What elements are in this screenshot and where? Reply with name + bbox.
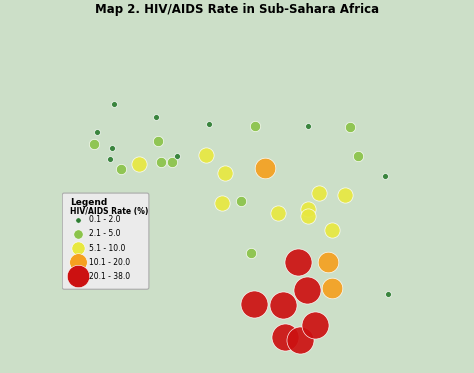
Point: [342, 192, 349, 198]
Point: [354, 153, 362, 159]
Point: [157, 159, 165, 165]
Point: [251, 123, 258, 129]
Point: [168, 159, 175, 165]
Point: [281, 334, 289, 340]
Text: 10.1 - 20.0: 10.1 - 20.0: [89, 258, 130, 267]
Point: [384, 291, 392, 297]
Point: [173, 153, 181, 159]
Point: [110, 101, 118, 107]
Point: [381, 173, 389, 179]
Point: [154, 138, 162, 144]
Point: [118, 166, 125, 172]
Point: [296, 337, 303, 343]
Point: [74, 273, 82, 279]
Point: [74, 231, 82, 237]
Point: [328, 227, 336, 233]
Point: [250, 301, 257, 307]
Text: HIV/AIDS Rate (%): HIV/AIDS Rate (%): [70, 207, 148, 216]
Point: [221, 170, 228, 176]
Point: [74, 245, 82, 251]
Point: [311, 322, 319, 328]
Point: [247, 250, 255, 256]
Point: [346, 124, 354, 130]
Point: [74, 259, 82, 265]
Point: [304, 213, 311, 219]
Point: [205, 121, 212, 127]
Point: [274, 210, 282, 216]
Title: Map 2. HIV/AIDS Rate in Sub-Sahara Africa: Map 2. HIV/AIDS Rate in Sub-Sahara Afric…: [95, 3, 379, 16]
Text: 5.1 - 10.0: 5.1 - 10.0: [89, 244, 125, 253]
Point: [136, 161, 143, 167]
Point: [261, 166, 269, 172]
Point: [316, 190, 323, 196]
Point: [328, 285, 336, 291]
Point: [153, 114, 160, 120]
Point: [303, 287, 311, 293]
Point: [237, 198, 245, 204]
Point: [279, 303, 287, 308]
Point: [74, 217, 82, 223]
Point: [93, 129, 101, 135]
Point: [294, 259, 301, 265]
Point: [325, 259, 332, 265]
Point: [304, 206, 311, 212]
Text: 20.1 - 38.0: 20.1 - 38.0: [89, 272, 130, 281]
Point: [304, 123, 311, 129]
Text: Legend: Legend: [70, 198, 107, 207]
Point: [218, 201, 226, 207]
Point: [109, 145, 116, 151]
FancyBboxPatch shape: [62, 193, 149, 289]
Point: [90, 141, 98, 147]
Point: [106, 156, 114, 162]
Text: 0.1 - 2.0: 0.1 - 2.0: [89, 215, 120, 224]
Point: [202, 152, 210, 158]
Text: 2.1 - 5.0: 2.1 - 5.0: [89, 229, 120, 238]
